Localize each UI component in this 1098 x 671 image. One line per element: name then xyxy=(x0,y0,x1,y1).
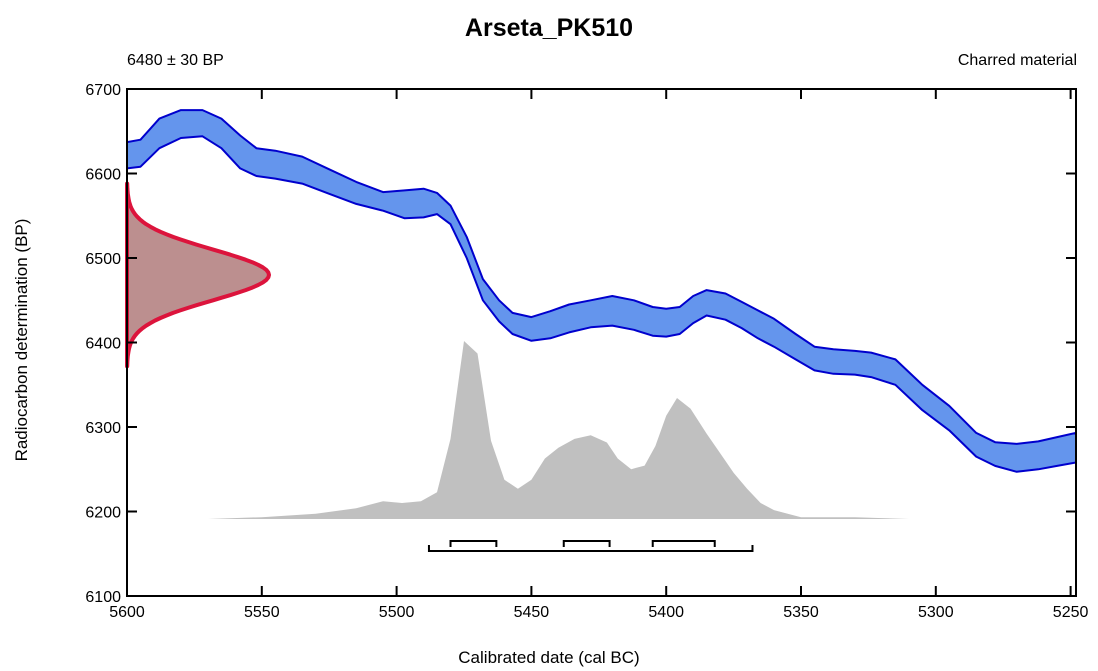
x-tick-label: 5300 xyxy=(918,604,954,621)
y-tick-label: 6200 xyxy=(85,505,121,522)
range-68-bar xyxy=(562,540,611,547)
calibrated-distribution xyxy=(159,341,936,519)
x-tick-label: 5600 xyxy=(109,604,145,621)
calibration-curve-band xyxy=(127,109,1076,473)
material-label: Charred material xyxy=(957,52,1077,69)
x-tick-label: 5450 xyxy=(514,604,550,621)
x-tick-label: 5500 xyxy=(379,604,415,621)
x-tick-label: 5350 xyxy=(783,604,819,621)
x-tick-label: 5400 xyxy=(648,604,684,621)
x-axis-label: Calibrated date (cal BC) xyxy=(458,648,640,667)
measurement-distribution xyxy=(125,181,271,369)
measurement-label: 6480 ± 30 BP xyxy=(127,52,224,69)
x-tick-label: 5550 xyxy=(244,604,280,621)
range-68-bar xyxy=(449,540,498,547)
calibration-curve-group xyxy=(127,109,1076,473)
y-tick-label: 6500 xyxy=(85,251,121,268)
chart-title: Arseta_PK510 xyxy=(464,14,634,42)
y-tick-label: 6300 xyxy=(85,420,121,437)
range-95-bar xyxy=(427,545,754,552)
y-tick-label: 6700 xyxy=(85,82,121,99)
x-tick-label: 5250 xyxy=(1053,604,1089,621)
y-tick-label: 6100 xyxy=(85,589,121,606)
range-68-bar xyxy=(651,540,716,547)
y-tick-label: 6400 xyxy=(85,336,121,353)
y-tick-label: 6600 xyxy=(85,167,121,184)
